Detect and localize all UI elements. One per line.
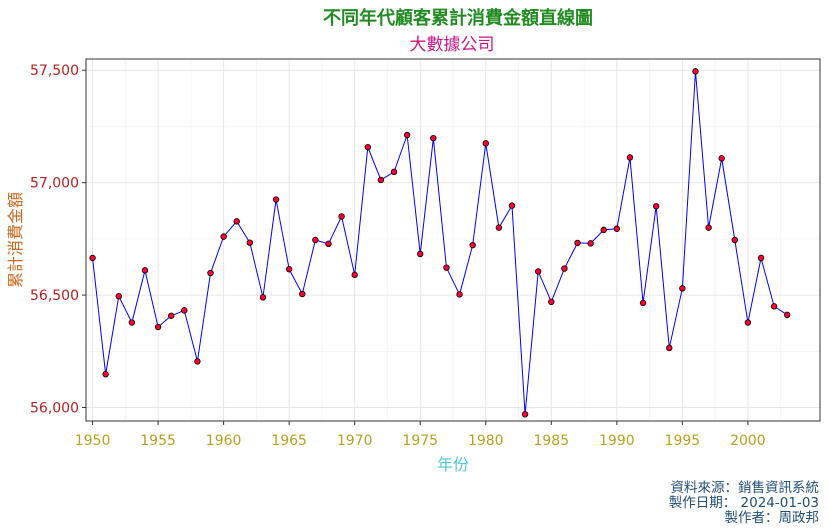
grid-lines — [86, 59, 820, 421]
data-point — [390, 168, 398, 176]
x-axis: 1950 1955 1960 1965 1970 1975 1980 1985 1990 1995… — [75, 421, 766, 449]
data-point — [482, 140, 489, 147]
data-point — [417, 250, 424, 258]
data-point — [285, 266, 293, 273]
data-point — [770, 303, 778, 310]
data-point — [403, 131, 411, 139]
y-tick-label: 57,000 — [30, 176, 79, 192]
data-point — [443, 264, 450, 271]
y-axis-title: 累計消費金額 — [6, 192, 25, 288]
data-point — [705, 224, 712, 231]
data-point — [141, 267, 149, 274]
data-point — [325, 240, 332, 248]
data-point — [613, 225, 621, 232]
data-point — [377, 176, 385, 184]
data-point — [718, 155, 725, 162]
data-point — [456, 291, 463, 298]
chart-subtitle: 大數據公司 — [410, 35, 495, 55]
data-point — [220, 233, 227, 240]
data-point — [181, 307, 188, 314]
x-tick-label: 1980 — [468, 433, 504, 449]
data-points — [89, 68, 791, 418]
data-point — [784, 311, 791, 319]
data-point — [128, 319, 136, 326]
data-point — [639, 299, 647, 307]
x-tick-label: 1965 — [271, 433, 307, 449]
data-point — [102, 371, 109, 378]
caption-date: 製作日期： 2024-01-03 — [669, 495, 819, 511]
x-tick-label: 1995 — [665, 433, 701, 449]
data-point — [154, 323, 162, 331]
plot-border — [85, 58, 821, 422]
data-point — [312, 236, 319, 244]
data-point — [272, 196, 280, 203]
y-tick-label: 56,500 — [30, 288, 79, 304]
data-point — [259, 294, 267, 301]
data-point — [744, 319, 752, 326]
x-tick-label: 2000 — [730, 433, 766, 449]
data-point — [561, 265, 568, 272]
series-line — [92, 71, 788, 415]
y-axis: 56,000 56,500 57,000 57,500 — [30, 63, 86, 417]
x-tick-label: 1970 — [337, 433, 373, 449]
data-point — [534, 268, 542, 275]
data-point — [194, 358, 201, 365]
x-tick-label: 1985 — [533, 433, 569, 449]
data-point — [495, 224, 503, 231]
caption-source: 資料來源：銷售資訊系統 — [671, 480, 820, 496]
data-series — [89, 68, 791, 418]
data-point — [508, 202, 516, 209]
data-point — [652, 203, 660, 210]
data-point — [679, 285, 686, 292]
data-point — [351, 271, 358, 279]
x-tick-label: 1990 — [599, 433, 635, 449]
data-point — [233, 218, 240, 225]
data-point — [299, 290, 306, 298]
data-point — [115, 293, 122, 300]
x-tick-label: 1975 — [402, 433, 438, 449]
data-point — [731, 236, 739, 244]
data-point — [626, 154, 634, 161]
data-point — [167, 312, 175, 319]
y-tick-label: 57,500 — [30, 63, 79, 79]
data-point — [521, 411, 529, 418]
x-axis-title: 年份 — [437, 455, 469, 474]
data-point — [574, 239, 581, 247]
data-point — [469, 241, 476, 249]
caption-author: 製作者：周政邦 — [725, 510, 820, 526]
data-point — [430, 134, 437, 142]
y-tick-label: 56,000 — [30, 401, 79, 417]
data-point — [666, 344, 673, 352]
data-point — [548, 298, 555, 306]
x-tick-label: 1955 — [140, 433, 176, 449]
x-tick-label: 1960 — [206, 433, 242, 449]
x-tick-label: 1950 — [75, 433, 111, 449]
plot-panel — [85, 58, 821, 422]
data-point — [338, 213, 345, 220]
data-point — [587, 240, 594, 247]
chart-title: 不同年代顧客累計消費金額直線圖 — [323, 7, 593, 29]
data-point — [692, 68, 699, 75]
data-point — [89, 254, 96, 262]
data-point — [246, 239, 254, 246]
data-point — [600, 226, 607, 234]
data-point — [364, 143, 372, 151]
data-point — [207, 269, 214, 277]
data-point — [757, 254, 765, 262]
